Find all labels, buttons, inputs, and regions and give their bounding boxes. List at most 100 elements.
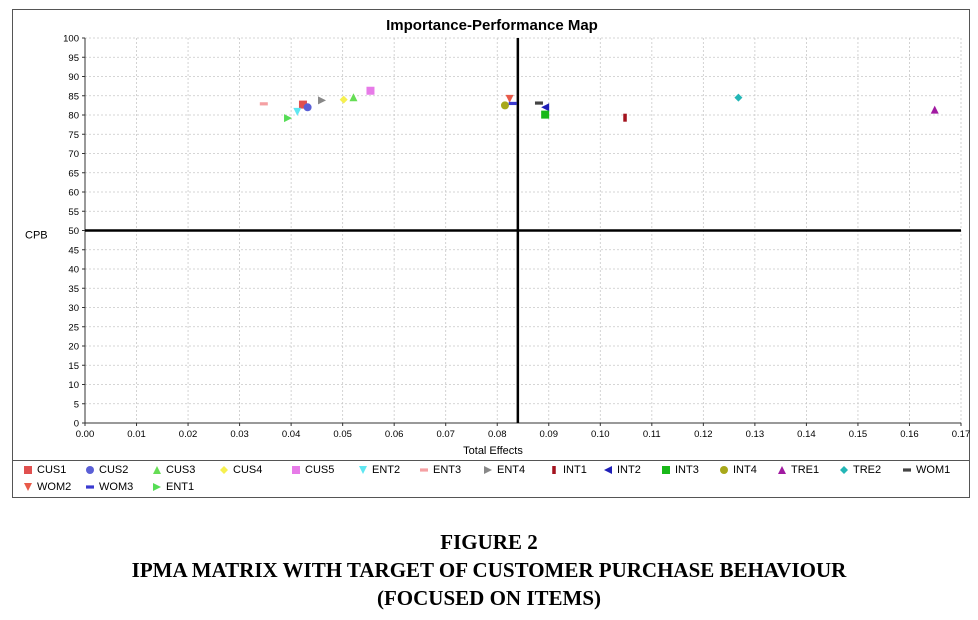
data-point-tre1 <box>930 105 939 114</box>
legend-label: CUS5 <box>305 464 335 476</box>
data-point-cus3 <box>349 93 358 102</box>
data-point-cus4 <box>339 95 348 104</box>
data-point-ent4 <box>318 96 327 105</box>
data-point-cus5 <box>366 86 375 95</box>
data-point-int1 <box>623 113 627 122</box>
legend-marker-icon <box>903 468 911 472</box>
x-tick-label: 0.13 <box>746 429 765 440</box>
legend-label: WOM3 <box>99 481 134 493</box>
data-point-wom1 <box>534 101 543 105</box>
y-tick-label: 10 <box>68 380 79 391</box>
x-tick-label: 0.10 <box>591 429 610 440</box>
x-tick-label: 0.00 <box>76 429 95 440</box>
x-tick-label: 0.15 <box>849 429 868 440</box>
legend-label: WOM1 <box>916 464 951 476</box>
chart-title: Importance-Performance Map <box>386 17 598 34</box>
data-point-ent3 <box>259 102 268 106</box>
legend-marker-icon <box>86 485 94 489</box>
legend-marker-icon <box>220 466 228 474</box>
data-point-ent2 <box>293 107 302 116</box>
data-point-int3 <box>541 110 550 119</box>
legend-label: CUS1 <box>37 464 67 476</box>
y-tick-label: 40 <box>68 265 79 276</box>
y-tick-label: 70 <box>68 149 79 160</box>
figure-caption: FIGURE 2 IPMA MATRIX WITH TARGET OF CUST… <box>0 528 978 612</box>
legend-marker <box>359 466 367 474</box>
legend-marker-icon <box>484 466 492 474</box>
legend-marker-icon <box>292 466 300 474</box>
legend-marker <box>153 483 161 491</box>
legend-marker <box>420 468 428 472</box>
legend-marker-icon <box>720 466 728 474</box>
y-tick-label: 60 <box>68 188 79 199</box>
data-point-tre2 <box>734 93 743 102</box>
chart-frame: Importance-Performance Map 0 5 10 15 20 25 30 35… <box>12 9 970 461</box>
legend-marker-icon <box>778 466 786 474</box>
legend-label: INT4 <box>733 464 757 476</box>
legend-label: ENT1 <box>166 481 195 493</box>
legend-label: ENT4 <box>497 464 526 476</box>
legend-marker-icon <box>604 466 612 474</box>
y-tick-label: 5 <box>74 399 79 410</box>
x-tick-label: 0.08 <box>488 429 507 440</box>
y-tick-label: 75 <box>68 130 79 141</box>
x-tick-label: 0.12 <box>694 429 713 440</box>
x-tick-label: 0.11 <box>643 429 661 440</box>
y-tick-label: 30 <box>68 303 79 314</box>
x-tick-label: 0.16 <box>900 429 919 440</box>
legend-marker <box>604 466 612 474</box>
chart-legend: CUS1 CUS2 CUS3 CUS4 CUS5 ENT2 ENT3 ENT4 INT1 INT2… <box>12 461 970 498</box>
legend-marker-icon <box>359 466 367 474</box>
legend-marker <box>86 466 94 474</box>
legend-marker-icon <box>420 468 428 472</box>
y-tick-label: 95 <box>68 53 79 64</box>
legend-marker-icon <box>86 466 94 474</box>
legend-label: WOM2 <box>37 481 72 493</box>
legend-marker-icon <box>24 466 32 474</box>
legend-marker <box>903 468 911 472</box>
y-tick-label: 50 <box>68 226 79 237</box>
data-point-wom2 <box>505 94 514 103</box>
legend-marker <box>484 466 492 474</box>
legend-label: ENT2 <box>372 464 401 476</box>
legend-marker <box>24 483 32 491</box>
legend-label: CUS2 <box>99 464 129 476</box>
data-point-cus1 <box>298 100 307 109</box>
legend-marker <box>662 466 670 474</box>
legend-label: INT1 <box>563 464 587 476</box>
legend-marker-icon <box>552 466 556 474</box>
legend-marker <box>220 466 228 474</box>
caption-subtitle: (FOCUSED ON ITEMS) <box>376 586 602 610</box>
legend-marker-icon <box>153 483 161 491</box>
y-tick-label: 90 <box>68 72 79 83</box>
x-tick-label: 0.06 <box>385 429 404 440</box>
x-tick-label: 0.02 <box>179 429 198 440</box>
y-axis-label: CPB <box>25 229 48 241</box>
x-tick-label: 0.07 <box>436 429 455 440</box>
y-tick-label: 25 <box>68 322 79 333</box>
legend-label: ENT3 <box>433 464 462 476</box>
x-axis-label: Total Effects <box>463 445 523 457</box>
y-tick-label: 35 <box>68 284 79 295</box>
legend-label: TRE2 <box>853 464 882 476</box>
data-point-int2 <box>541 103 550 112</box>
legend-label: CUS4 <box>233 464 263 476</box>
y-tick-label: 80 <box>68 111 79 122</box>
ipma-scatter-chart: Importance-Performance Map 0 5 10 15 20 25 30 35… <box>25 17 970 457</box>
y-tick-label: 20 <box>68 342 79 353</box>
legend-marker <box>153 466 161 474</box>
legend-label: INT2 <box>617 464 641 476</box>
legend-label: TRE1 <box>791 464 820 476</box>
x-tick-label: 0.04 <box>282 429 301 440</box>
data-point-cus2 <box>303 103 312 112</box>
legend-label: CUS3 <box>166 464 196 476</box>
y-tick-label: 85 <box>68 91 79 102</box>
legend-marker <box>778 466 786 474</box>
y-tick-label: 55 <box>68 207 79 218</box>
y-tick-label: 0 <box>74 419 79 430</box>
x-tick-label: 0.09 <box>540 429 559 440</box>
legend-label: INT3 <box>675 464 699 476</box>
x-tick-label: 0.05 <box>333 429 352 440</box>
legend-marker-icon <box>24 483 32 491</box>
x-tick-label: 0.03 <box>230 429 249 440</box>
